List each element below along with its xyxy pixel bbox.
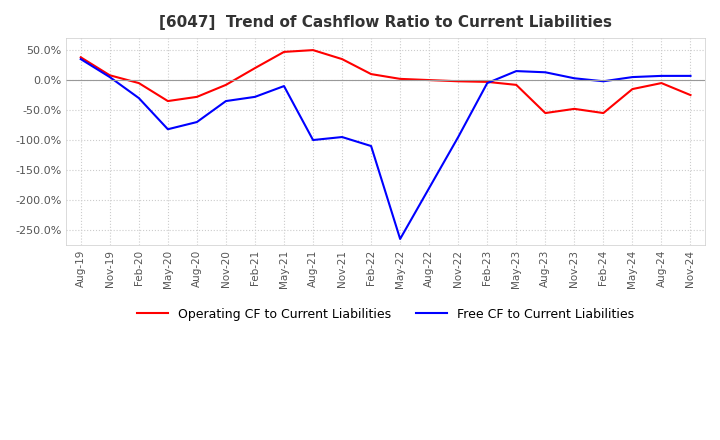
Free CF to Current Liabilities (309, 137, 318, 143)
Operating CF to Current Liabilities (483, 79, 492, 84)
Free CF to Current Liabilities (454, 134, 462, 139)
Operating CF to Current Liabilities (657, 81, 666, 86)
Free CF to Current Liabilities (541, 70, 549, 75)
Operating CF to Current Liabilities (163, 99, 172, 104)
Operating CF to Current Liabilities (309, 48, 318, 53)
Free CF to Current Liabilities (135, 95, 143, 101)
Free CF to Current Liabilities (366, 143, 375, 149)
Operating CF to Current Liabilities (686, 92, 695, 98)
Free CF to Current Liabilities (338, 134, 346, 139)
Free CF to Current Liabilities (483, 81, 492, 86)
Operating CF to Current Liabilities (222, 82, 230, 88)
Operating CF to Current Liabilities (512, 82, 521, 88)
Operating CF to Current Liabilities (76, 55, 85, 60)
Operating CF to Current Liabilities (279, 49, 288, 55)
Operating CF to Current Liabilities (338, 56, 346, 62)
Free CF to Current Liabilities (570, 76, 579, 81)
Free CF to Current Liabilities (599, 79, 608, 84)
Line: Operating CF to Current Liabilities: Operating CF to Current Liabilities (81, 50, 690, 113)
Operating CF to Current Liabilities (105, 73, 114, 78)
Free CF to Current Liabilities (251, 94, 259, 99)
Free CF to Current Liabilities (396, 236, 405, 242)
Operating CF to Current Liabilities (135, 81, 143, 86)
Operating CF to Current Liabilities (396, 76, 405, 81)
Free CF to Current Liabilities (105, 74, 114, 80)
Free CF to Current Liabilities (279, 84, 288, 89)
Operating CF to Current Liabilities (251, 66, 259, 71)
Operating CF to Current Liabilities (366, 71, 375, 77)
Free CF to Current Liabilities (76, 56, 85, 62)
Free CF to Current Liabilities (163, 127, 172, 132)
Operating CF to Current Liabilities (628, 86, 636, 92)
Operating CF to Current Liabilities (425, 77, 433, 83)
Free CF to Current Liabilities (425, 185, 433, 191)
Operating CF to Current Liabilities (192, 94, 201, 99)
Free CF to Current Liabilities (657, 73, 666, 78)
Title: [6047]  Trend of Cashflow Ratio to Current Liabilities: [6047] Trend of Cashflow Ratio to Curren… (159, 15, 612, 30)
Legend: Operating CF to Current Liabilities, Free CF to Current Liabilities: Operating CF to Current Liabilities, Fre… (132, 303, 639, 326)
Free CF to Current Liabilities (222, 99, 230, 104)
Operating CF to Current Liabilities (570, 106, 579, 111)
Free CF to Current Liabilities (512, 69, 521, 74)
Free CF to Current Liabilities (686, 73, 695, 78)
Line: Free CF to Current Liabilities: Free CF to Current Liabilities (81, 59, 690, 239)
Free CF to Current Liabilities (628, 74, 636, 80)
Operating CF to Current Liabilities (454, 79, 462, 84)
Operating CF to Current Liabilities (541, 110, 549, 116)
Free CF to Current Liabilities (192, 119, 201, 125)
Operating CF to Current Liabilities (599, 110, 608, 116)
